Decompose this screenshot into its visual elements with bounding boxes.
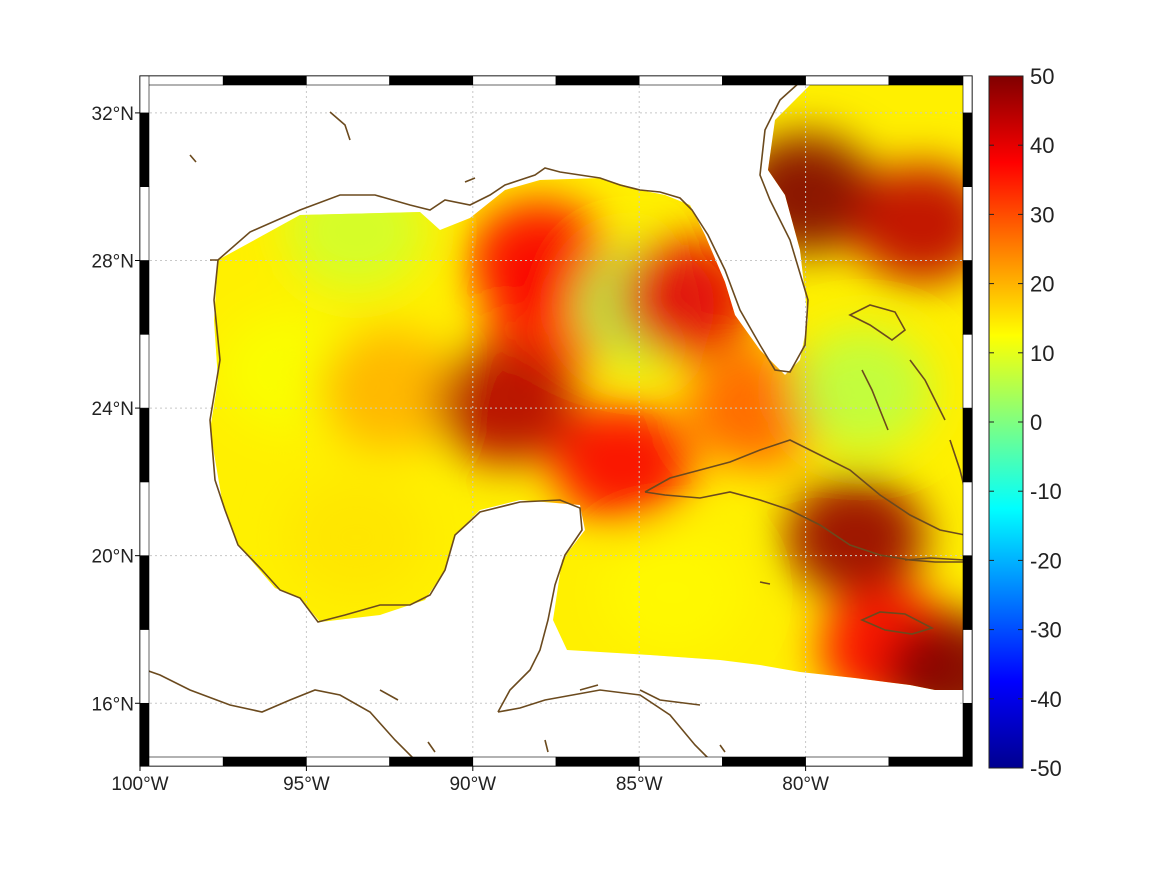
x-tick-label: 80°W (782, 774, 829, 795)
mexico-coast-line (140, 259, 583, 766)
frame-strip-bottom (638, 756, 723, 767)
colorbar-tick-label: 30 (1030, 202, 1054, 227)
frame-strip-top (389, 75, 474, 86)
jamaica-coast-line (860, 611, 935, 635)
frame-strip-right (962, 112, 973, 187)
coastlines (140, 76, 966, 766)
frame-strip-top (888, 75, 973, 86)
colorbar-tick-label: 10 (1030, 341, 1054, 366)
frame-strip-left (139, 186, 150, 261)
frame-strip-bottom (722, 756, 806, 767)
frame-strip-bottom (555, 756, 640, 767)
field-region (286, 477, 427, 598)
y-tick-label: 24°N (92, 399, 134, 420)
frame-strip-left (139, 407, 150, 483)
frame-strip-left (139, 75, 150, 114)
frame-strip-top (722, 75, 806, 86)
field-region (885, 613, 965, 690)
field-region (792, 329, 933, 450)
frame-strip-bottom (472, 756, 557, 767)
colorbar-gradient (989, 76, 1023, 768)
x-tick-label: 85°W (616, 774, 663, 795)
frame-strip-bottom (139, 756, 224, 767)
frame-strips (139, 75, 973, 767)
frame-strip-top (222, 75, 307, 86)
colorbar-tick-label: -20 (1030, 548, 1062, 573)
y-tick-label: 32°N (92, 104, 134, 125)
x-tick-label: 90°W (449, 774, 496, 795)
frame-strip-top (555, 75, 640, 86)
frame-strip-bottom (222, 756, 307, 767)
colorbar-tick-label: -50 (1030, 756, 1062, 781)
frame-strip-left (139, 555, 150, 630)
field-region (469, 200, 610, 321)
small-islands (379, 177, 771, 753)
frame-strip-right (962, 75, 973, 114)
y-tick-label: 20°N (92, 547, 134, 568)
gulf-coast-line (189, 76, 821, 373)
field-region (436, 344, 577, 465)
colorbar-tick-label: 40 (1030, 133, 1054, 158)
frame-strip-left (139, 260, 150, 335)
frame-strip-left (139, 333, 150, 409)
colorbar: 50 40 30 20 10 0 -10 -20 -30 -40 -50 (988, 64, 1062, 781)
colorbar-tick-label: -40 (1030, 687, 1062, 712)
colorbar-tick-label: 0 (1030, 410, 1042, 435)
frame-strip-bottom (306, 756, 390, 767)
frame-strip-bottom (888, 756, 973, 767)
frame-strip-right (962, 555, 973, 630)
frame-strip-top (805, 75, 890, 86)
y-tick-label: 16°N (92, 694, 134, 715)
frame-strip-top (638, 75, 723, 86)
colorbar-tick-label: 20 (1030, 272, 1054, 297)
central-america-coast-line (497, 689, 711, 761)
y-tick-label: 28°N (92, 251, 134, 272)
grid-lines (140, 76, 972, 766)
y-tick-labels: 32°N 28°N 24°N 20°N 16°N (92, 104, 140, 715)
frame-strip-bottom (805, 756, 890, 767)
field-region (852, 163, 965, 284)
colorbar-tick-label: -10 (1030, 479, 1062, 504)
frame-strip-right (962, 481, 973, 556)
frame-strip-left (139, 702, 150, 767)
frame-strip-right (962, 702, 973, 767)
frame-strip-left (139, 629, 150, 704)
frame-strip-right (962, 333, 973, 409)
cuba-coast-line (644, 439, 966, 563)
frame-strip-left (139, 112, 150, 187)
frame-strip-right (962, 407, 973, 483)
colorbar-tick-label: 50 (1030, 64, 1054, 89)
frame-strip-bottom (389, 756, 474, 767)
field-region (785, 477, 926, 598)
frame-strip-right (962, 260, 973, 335)
hispaniola-coast-line (904, 557, 966, 561)
colorbar-tick-label: -30 (1030, 618, 1062, 643)
x-tick-label: 95°W (283, 774, 330, 795)
field-region (319, 329, 460, 450)
x-tick-label: 100°W (111, 774, 168, 795)
frame-strip-right (962, 186, 973, 261)
x-tick-labels: 100°W 95°W 90°W 85°W 80°W (111, 766, 829, 795)
frame-strip-top (139, 75, 224, 86)
colorbar-ticks: 50 40 30 20 10 0 -10 -20 -30 -40 -50 (989, 64, 1062, 781)
bahamas-coast-line (848, 304, 966, 491)
frame-strip-left (139, 481, 150, 556)
frame-strip-right (962, 629, 973, 704)
frame-strip-top (306, 75, 390, 86)
field-region (602, 532, 743, 653)
frame-strip-top (472, 75, 557, 86)
